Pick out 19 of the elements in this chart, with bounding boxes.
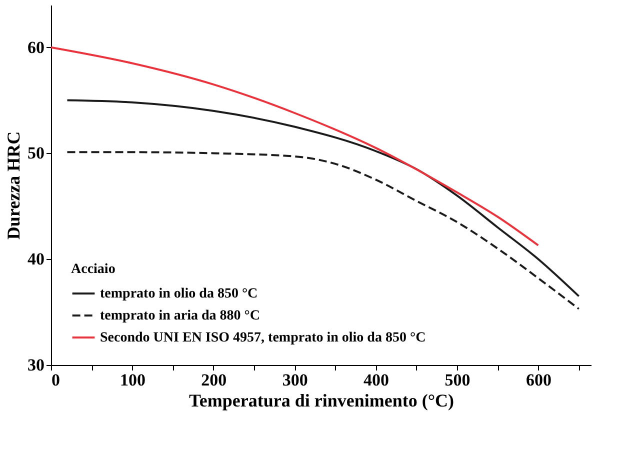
x-tick-label: 300 bbox=[282, 370, 308, 390]
x-tick-label: 400 bbox=[364, 370, 390, 390]
x-tick-label: 200 bbox=[201, 370, 227, 390]
x-axis-title: Temperatura di rinvenimento (°C) bbox=[188, 390, 454, 410]
y-tick-label: 50 bbox=[28, 144, 44, 163]
x-tick-label: 0 bbox=[52, 370, 60, 390]
y-tick-label: 60 bbox=[28, 38, 44, 57]
legend-label: temprato in olio da 850 °C bbox=[100, 286, 258, 302]
y-tick-label: 30 bbox=[28, 356, 44, 374]
x-tick-label: 500 bbox=[444, 370, 470, 390]
x-tick-label: 600 bbox=[526, 370, 552, 390]
legend-label: temprato in aria da 880 °C bbox=[100, 308, 260, 324]
line-series bbox=[66, 151, 580, 310]
x-tick-label: 100 bbox=[120, 370, 146, 390]
y-tick-label: 40 bbox=[28, 250, 44, 269]
line-series bbox=[50, 46, 540, 246]
legend-title: Acciaio bbox=[71, 262, 116, 277]
legend-label: Secondo UNI EN ISO 4957, temprato in olio da 850 °C bbox=[100, 330, 426, 346]
y-axis-title: Durezza HRC bbox=[4, 131, 24, 240]
